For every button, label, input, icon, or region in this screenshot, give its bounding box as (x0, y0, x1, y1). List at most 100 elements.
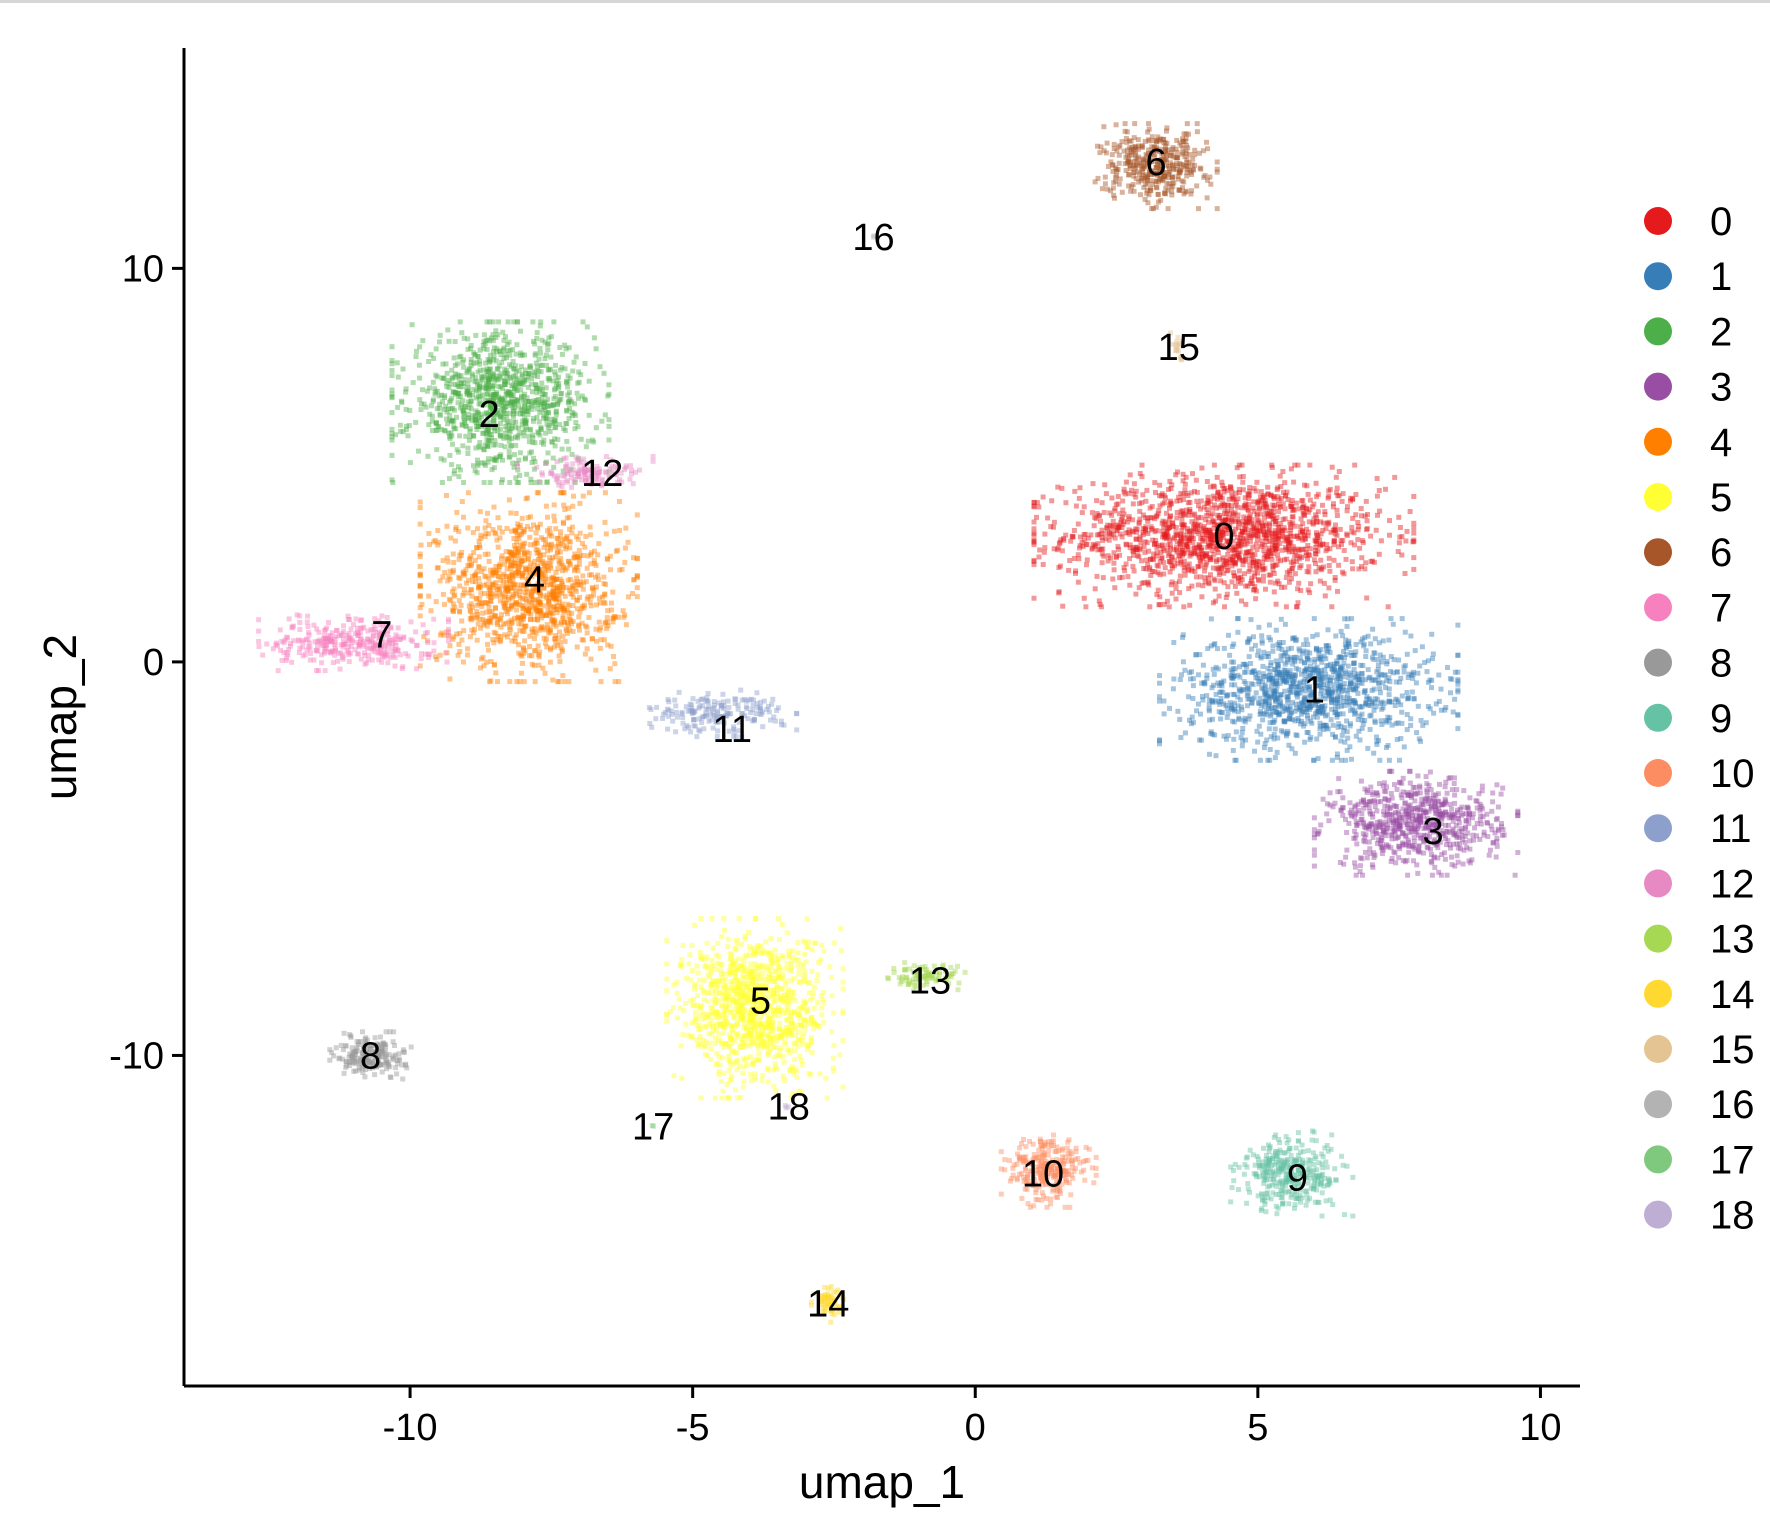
point (1447, 842, 1453, 848)
point (1218, 533, 1224, 539)
point (543, 613, 549, 618)
point (1323, 548, 1329, 554)
point (1332, 734, 1338, 740)
point (557, 584, 563, 590)
point (1394, 697, 1400, 703)
point (1314, 676, 1320, 682)
point (1481, 832, 1487, 838)
point (1396, 834, 1402, 840)
point (544, 564, 550, 570)
point (461, 628, 467, 634)
point (1229, 675, 1235, 681)
point (1292, 553, 1298, 559)
point (531, 663, 537, 668)
point (1364, 526, 1370, 531)
point (442, 427, 447, 433)
point (1232, 560, 1238, 566)
point (454, 382, 460, 388)
point (501, 604, 507, 610)
point (511, 552, 517, 558)
point (550, 611, 556, 617)
point (1479, 806, 1485, 812)
point (490, 405, 496, 411)
point (1280, 675, 1285, 681)
point (1218, 532, 1224, 538)
point (1411, 696, 1417, 702)
point (1372, 804, 1378, 809)
point (573, 554, 579, 560)
point (1317, 677, 1323, 683)
point (527, 570, 533, 576)
point (1233, 547, 1239, 552)
point (1162, 522, 1168, 528)
point (1452, 792, 1458, 798)
point (475, 462, 481, 468)
point (1137, 545, 1143, 551)
point (1234, 465, 1240, 471)
point (1298, 547, 1304, 553)
point (1380, 828, 1386, 834)
point (1345, 695, 1351, 701)
point (433, 346, 439, 352)
point (493, 442, 499, 448)
point (1254, 528, 1260, 534)
point (1409, 810, 1414, 816)
point (1219, 529, 1225, 535)
point (1410, 785, 1416, 790)
point (1288, 522, 1294, 527)
point (1207, 751, 1212, 757)
point (1238, 735, 1244, 741)
point (1420, 839, 1426, 845)
point (570, 368, 576, 374)
point (1243, 583, 1249, 589)
point (1314, 664, 1320, 670)
point (1155, 587, 1161, 593)
point (1256, 506, 1262, 512)
point (1309, 720, 1315, 726)
point (543, 416, 549, 422)
point (1490, 790, 1496, 796)
point (1282, 718, 1288, 724)
point (508, 400, 514, 406)
point (1242, 558, 1248, 564)
point (1292, 718, 1298, 724)
point (472, 626, 477, 632)
point (465, 389, 471, 394)
point (1350, 698, 1356, 704)
point (605, 619, 611, 625)
point (1494, 782, 1500, 788)
point (1310, 689, 1316, 695)
point (1444, 790, 1450, 796)
point (389, 358, 395, 364)
point (1324, 688, 1330, 694)
point (1443, 800, 1449, 806)
point (1261, 573, 1266, 579)
point (1300, 709, 1305, 715)
point (1256, 578, 1262, 584)
point (571, 493, 576, 499)
point (1274, 487, 1280, 493)
point (1365, 633, 1371, 639)
point (1344, 644, 1349, 650)
point (444, 555, 450, 561)
point (1217, 570, 1223, 576)
point (489, 435, 495, 441)
point (1208, 555, 1214, 561)
point (546, 598, 552, 604)
point (1192, 526, 1198, 532)
point (1235, 496, 1241, 502)
point (510, 399, 515, 405)
point (1424, 789, 1430, 795)
point (1430, 651, 1436, 657)
point (476, 575, 482, 581)
point (1071, 528, 1077, 533)
point (1319, 679, 1324, 685)
point (602, 592, 607, 598)
point (1290, 544, 1296, 550)
point (539, 395, 545, 400)
point (505, 435, 511, 441)
point (542, 627, 548, 633)
point (514, 539, 520, 545)
point (591, 439, 597, 445)
point (1181, 549, 1187, 555)
